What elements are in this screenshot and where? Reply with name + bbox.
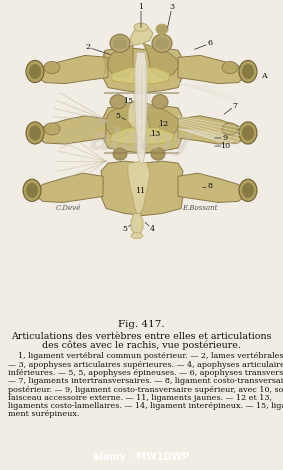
Text: 3: 3 xyxy=(170,3,175,11)
Text: Articulations des vertèbres entre elles et articulations: Articulations des vertèbres entre elles … xyxy=(11,332,272,341)
Text: alamy: alamy xyxy=(89,126,193,156)
Ellipse shape xyxy=(26,183,38,198)
Ellipse shape xyxy=(152,94,168,109)
Text: inférieures. — 5, 5, apophyses épineuses. — 6, apophyses transverses.: inférieures. — 5, 5, apophyses épineuses… xyxy=(8,369,283,377)
Ellipse shape xyxy=(222,62,238,73)
Ellipse shape xyxy=(239,179,257,202)
Polygon shape xyxy=(106,103,130,138)
Text: 11: 11 xyxy=(135,188,145,196)
Ellipse shape xyxy=(23,179,41,202)
Text: — 3, apophyses articulaires supérieures. — 4, apophyses articulaires: — 3, apophyses articulaires supérieures.… xyxy=(8,360,283,368)
Polygon shape xyxy=(128,161,150,213)
Text: E.Bossant: E.Bossant xyxy=(182,204,218,212)
Text: 12: 12 xyxy=(158,120,168,128)
Text: A: A xyxy=(261,71,267,79)
Text: 10: 10 xyxy=(220,142,230,150)
Polygon shape xyxy=(103,106,182,153)
Polygon shape xyxy=(145,103,178,138)
Ellipse shape xyxy=(239,122,257,144)
Polygon shape xyxy=(110,128,174,144)
Polygon shape xyxy=(108,45,133,78)
Ellipse shape xyxy=(151,148,165,160)
Polygon shape xyxy=(38,116,106,144)
Ellipse shape xyxy=(26,122,44,144)
Text: faisceau accessoire externe. — 11, ligaments jaunes. — 12 et 13,: faisceau accessoire externe. — 11, ligam… xyxy=(8,394,272,402)
Polygon shape xyxy=(143,43,178,78)
Polygon shape xyxy=(112,68,170,84)
Ellipse shape xyxy=(222,123,238,135)
Polygon shape xyxy=(38,55,108,84)
Text: 13: 13 xyxy=(150,130,160,138)
Ellipse shape xyxy=(134,23,148,31)
Text: — 7, ligaments intertransversaires. — 8, ligament costo-transversaire: — 7, ligaments intertransversaires. — 8,… xyxy=(8,377,283,385)
Text: 2: 2 xyxy=(85,43,91,51)
Polygon shape xyxy=(178,116,245,144)
Text: 1: 1 xyxy=(138,3,143,11)
Ellipse shape xyxy=(44,62,60,73)
Ellipse shape xyxy=(242,64,254,79)
Ellipse shape xyxy=(156,24,168,34)
Text: 5: 5 xyxy=(115,112,121,120)
Text: Fig. 417.: Fig. 417. xyxy=(118,320,165,329)
Ellipse shape xyxy=(113,148,127,160)
Polygon shape xyxy=(103,47,182,93)
Text: des côtes avec le rachis, vue postérieure.: des côtes avec le rachis, vue postérieur… xyxy=(42,341,241,350)
Text: 8: 8 xyxy=(207,182,213,190)
Ellipse shape xyxy=(152,34,172,52)
Text: C.Devé: C.Devé xyxy=(55,204,81,212)
Text: 9: 9 xyxy=(222,134,228,142)
Polygon shape xyxy=(135,52,147,163)
Polygon shape xyxy=(101,161,183,216)
Ellipse shape xyxy=(242,125,254,141)
Text: ligaments costo-lamellaires. — 14, ligament interépineux. — 15, liga-: ligaments costo-lamellaires. — 14, ligam… xyxy=(8,402,283,410)
Polygon shape xyxy=(128,101,148,131)
Ellipse shape xyxy=(242,183,254,198)
Polygon shape xyxy=(178,173,245,203)
Polygon shape xyxy=(103,50,108,78)
Text: 4: 4 xyxy=(149,225,155,233)
Ellipse shape xyxy=(131,233,143,239)
Text: postérieur. — 9, ligament costo-transversaire supérieur, avec 10, son: postérieur. — 9, ligament costo-transver… xyxy=(8,385,283,393)
Ellipse shape xyxy=(29,125,41,141)
Polygon shape xyxy=(131,213,143,235)
Ellipse shape xyxy=(155,37,169,49)
Text: alamy · MW1DWP: alamy · MW1DWP xyxy=(93,452,190,462)
Text: 7: 7 xyxy=(233,102,237,110)
Ellipse shape xyxy=(239,61,257,83)
Ellipse shape xyxy=(44,123,60,135)
Ellipse shape xyxy=(113,37,127,49)
Polygon shape xyxy=(103,108,108,148)
Polygon shape xyxy=(178,55,245,84)
Polygon shape xyxy=(130,25,153,45)
Polygon shape xyxy=(0,0,283,317)
Text: 1, ligament vertébral commun postérieur. — 2, lames vertébrales.: 1, ligament vertébral commun postérieur.… xyxy=(8,352,283,360)
Text: 5: 5 xyxy=(123,225,128,233)
Text: 15: 15 xyxy=(123,97,133,105)
Ellipse shape xyxy=(29,64,41,79)
Ellipse shape xyxy=(26,61,44,83)
Ellipse shape xyxy=(110,94,126,109)
Text: ment surépineux.: ment surépineux. xyxy=(8,410,79,418)
Ellipse shape xyxy=(110,34,130,52)
Polygon shape xyxy=(36,173,103,203)
Text: 6: 6 xyxy=(207,39,213,47)
